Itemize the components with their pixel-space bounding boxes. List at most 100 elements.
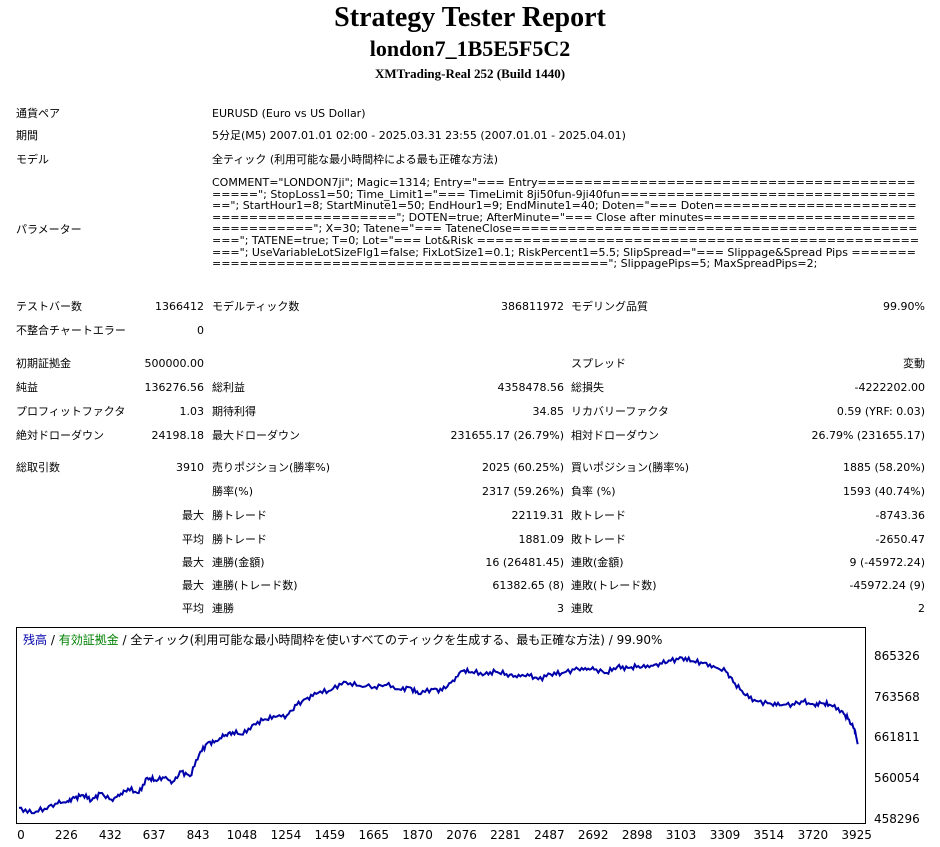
params-label: パラメーター bbox=[16, 223, 82, 236]
report-title: Strategy Tester Report bbox=[334, 2, 606, 33]
lossrate-value: 1593 (40.74%) bbox=[842, 485, 925, 498]
spread-value: 変動 bbox=[903, 357, 925, 370]
recovery-value: 0.59 (YRF: 0.03) bbox=[836, 405, 925, 418]
conswint-label: 連勝(トレード数) bbox=[212, 579, 298, 592]
x-tick-label: 1048 bbox=[226, 828, 258, 842]
y-tick-label: 458296 bbox=[874, 812, 920, 826]
x-tick-label: 2281 bbox=[490, 828, 521, 842]
recovery-label: リカバリーファクタ bbox=[571, 405, 669, 418]
x-tick-label: 1665 bbox=[358, 828, 390, 842]
quality-label: モデリング品質 bbox=[571, 300, 648, 313]
x-tick-label: 3720 bbox=[797, 828, 829, 842]
avgconsloss-label: 連敗 bbox=[571, 602, 593, 615]
mismatch-value: 0 bbox=[197, 324, 204, 337]
y-tick-label: 560054 bbox=[874, 771, 920, 786]
ticks-value: 386811972 bbox=[501, 300, 564, 313]
y-tick-label: 763568 bbox=[874, 689, 920, 704]
model-value: 全ティック (利用可能な最小時間枠による最も正確な方法) bbox=[212, 153, 499, 166]
avgloss-value: -2650.47 bbox=[875, 533, 925, 546]
avg-label: 平均 bbox=[182, 533, 204, 546]
reldd-label: 相対ドローダウン bbox=[571, 429, 659, 442]
grossloss-value: -4222202.00 bbox=[854, 381, 925, 394]
balance-chart-svg bbox=[18, 655, 859, 815]
x-tick-label: 3514 bbox=[753, 828, 785, 842]
maxwin-value: 22119.31 bbox=[511, 509, 565, 522]
legend-separator: / bbox=[118, 633, 131, 647]
balance-chart: 残高 / 有効証拠金 / 全ティック(利用可能な最小時間枠を使いすべてのティック… bbox=[16, 627, 866, 824]
x-tick-label: 1870 bbox=[402, 828, 433, 842]
symbol-label: 通貨ペア bbox=[16, 107, 60, 120]
broker-name: XMTrading-Real 252 (Build 1440) bbox=[374, 66, 566, 81]
legend-balance: 残高 bbox=[23, 633, 48, 647]
conslosst-label: 連敗(トレード数) bbox=[571, 579, 657, 592]
legend-separator: / bbox=[47, 633, 59, 647]
x-tick-label: 432 bbox=[98, 828, 122, 842]
bars-label: テストバー数 bbox=[16, 300, 82, 313]
absdd-value: 24198.18 bbox=[151, 429, 205, 442]
avgloss-label: 敗トレード bbox=[571, 533, 626, 546]
params-value: COMMENT="LONDON7ji"; Magic=1314; Entry="… bbox=[212, 176, 920, 271]
short-label: 売りポジション(勝率%) bbox=[212, 461, 331, 474]
payoff-label: 期待利得 bbox=[212, 405, 256, 418]
maxdd-value: 231655.17 (26.79%) bbox=[450, 429, 564, 442]
x-tick-label: 3925 bbox=[841, 828, 872, 842]
bars-value: 1366412 bbox=[155, 300, 204, 313]
payoff-value: 34.85 bbox=[532, 405, 565, 418]
consloss-value: 9 (-45972.24) bbox=[849, 556, 925, 569]
x-tick-label: 2487 bbox=[534, 828, 565, 842]
avgwin-label: 勝トレード bbox=[212, 533, 267, 546]
conslosst-value: -45972.24 (9) bbox=[849, 579, 925, 592]
legend-model-text: 全ティック(利用可能な最小時間枠を使いすべてのティックを生成する、最も正確な方法… bbox=[130, 633, 663, 647]
x-tick-label: 1254 bbox=[270, 828, 302, 842]
report-subtitle: london7_1B5E5F5C2 bbox=[369, 36, 571, 61]
x-tick-label: 0 bbox=[17, 828, 25, 842]
winrate-label: 勝率(%) bbox=[212, 485, 254, 498]
grossprofit-label: 総利益 bbox=[212, 381, 245, 394]
avgconsloss-value: 2 bbox=[918, 602, 925, 615]
trades-value: 3910 bbox=[176, 461, 204, 474]
lossrate-label: 負率 (%) bbox=[571, 485, 616, 498]
x-tick-label: 2076 bbox=[446, 828, 477, 842]
deposit-label: 初期証拠金 bbox=[16, 357, 71, 370]
maxloss-value: -8743.36 bbox=[875, 509, 925, 522]
netprofit-value: 136276.56 bbox=[144, 381, 205, 394]
pf-value: 1.03 bbox=[179, 405, 205, 418]
maxdd-label: 最大ドローダウン bbox=[212, 429, 300, 442]
consloss-label: 連敗(金額) bbox=[571, 556, 624, 569]
avg-label: 平均 bbox=[182, 602, 204, 615]
model-label: モデル bbox=[16, 153, 49, 166]
y-tick-label: 865326 bbox=[874, 648, 920, 663]
maxloss-label: 敗トレード bbox=[571, 509, 626, 522]
conswin-value: 16 (26481.45) bbox=[485, 556, 564, 569]
chart-legend: 残高 / 有効証拠金 / 全ティック(利用可能な最小時間枠を使いすべてのティック… bbox=[23, 631, 662, 648]
max-label: 最大 bbox=[182, 509, 204, 522]
symbol-value: EURUSD (Euro vs US Dollar) bbox=[212, 107, 366, 120]
ticks-label: モデルティック数 bbox=[212, 300, 300, 313]
deposit-value: 500000.00 bbox=[144, 357, 205, 370]
max-label: 最大 bbox=[182, 579, 204, 592]
period-label: 期間 bbox=[16, 129, 38, 142]
short-value: 2025 (60.25%) bbox=[481, 461, 564, 474]
mismatch-label: 不整合チャートエラー bbox=[16, 324, 126, 337]
avgwin-value: 1881.09 bbox=[518, 533, 565, 546]
x-tick-label: 226 bbox=[54, 828, 78, 842]
x-tick-label: 1459 bbox=[314, 828, 346, 842]
maxwin-label: 勝トレード bbox=[212, 509, 267, 522]
long-label: 買いポジション(勝率%) bbox=[571, 461, 690, 474]
conswint-value: 61382.65 (8) bbox=[492, 579, 564, 592]
y-tick-label: 661811 bbox=[874, 730, 920, 745]
x-tick-label: 3103 bbox=[665, 828, 697, 842]
balance-line bbox=[18, 655, 859, 815]
absdd-label: 絶対ドローダウン bbox=[16, 429, 104, 442]
avgconswin-value: 3 bbox=[557, 602, 564, 615]
reldd-value: 26.79% (231655.17) bbox=[811, 429, 925, 442]
x-tick-label: 637 bbox=[142, 828, 166, 842]
x-tick-label: 843 bbox=[186, 828, 210, 842]
pf-label: プロフィットファクタ bbox=[16, 405, 126, 418]
grossprofit-value: 4358478.56 bbox=[497, 381, 564, 394]
spread-label: スプレッド bbox=[571, 357, 626, 370]
x-tick-label: 2898 bbox=[621, 828, 653, 842]
max-label: 最大 bbox=[182, 556, 204, 569]
x-tick-label: 2692 bbox=[577, 828, 609, 842]
conswin-label: 連勝(金額) bbox=[212, 556, 265, 569]
